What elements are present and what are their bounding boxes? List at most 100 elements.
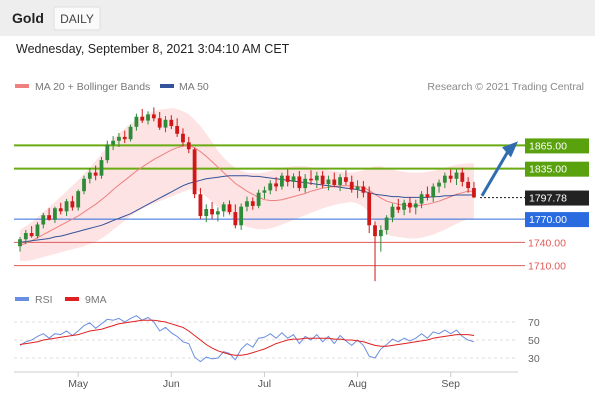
candle	[448, 169, 453, 183]
level-tag-1835.00	[525, 161, 589, 177]
candle-body	[146, 114, 150, 121]
candle	[280, 172, 284, 190]
timeframe-badge[interactable]	[53, 6, 101, 31]
candle	[274, 177, 278, 192]
candle	[355, 180, 360, 199]
candle	[87, 167, 92, 184]
candle-body	[425, 194, 430, 198]
candle-body	[221, 204, 226, 212]
candle	[297, 171, 302, 192]
candle-body	[250, 201, 255, 206]
candle	[472, 181, 476, 199]
candle-body	[239, 206, 244, 226]
rsi-ma-legend-swatch	[65, 297, 79, 301]
candle-body	[262, 190, 267, 193]
ma50-line	[19, 175, 474, 243]
level-label-1835.00: 1835.00	[529, 164, 567, 176]
candle	[227, 200, 232, 215]
candle-body	[291, 176, 296, 182]
candle-body	[245, 201, 249, 207]
candle	[431, 183, 436, 203]
candle-body	[349, 181, 354, 190]
candle-body	[367, 192, 372, 226]
candle	[268, 180, 273, 195]
candle-body	[256, 192, 261, 206]
candle	[338, 174, 342, 192]
bollinger-band	[20, 108, 474, 261]
candle-body	[215, 211, 220, 215]
candle	[82, 175, 86, 195]
forecast-arrow-shaft	[480, 150, 510, 197]
candle-body	[70, 201, 75, 208]
candle-body	[163, 119, 168, 128]
candle	[122, 130, 127, 144]
candle-body	[384, 217, 389, 230]
candle	[285, 169, 290, 187]
x-tick-label-may: May	[68, 378, 89, 390]
candle	[396, 198, 401, 213]
timestamp: Wednesday, September 8, 2021 3:04:10 AM …	[16, 42, 290, 56]
candle-body	[35, 224, 40, 237]
candle	[35, 222, 40, 239]
candle	[384, 215, 389, 235]
candle-body	[268, 183, 273, 191]
ma20-legend-label: MA 20 + Bollinger Bands	[35, 81, 150, 93]
candle-body	[431, 186, 436, 198]
candle	[105, 140, 110, 164]
candle-body	[344, 177, 348, 182]
candle	[29, 226, 34, 238]
level-label-1710.00: 1710.00	[528, 261, 566, 273]
candle	[140, 108, 145, 123]
candle	[58, 202, 63, 215]
credit-label: Research © 2021 Trading Central	[427, 81, 584, 93]
candle	[117, 133, 121, 147]
x-tick-label-jul: Jul	[258, 378, 271, 390]
candle	[361, 181, 366, 198]
candle	[157, 112, 162, 130]
candle	[320, 171, 325, 189]
candle	[151, 107, 156, 122]
candle	[402, 199, 407, 216]
candle-body	[466, 181, 471, 189]
candle	[460, 167, 465, 187]
candle-body	[18, 239, 22, 247]
candle-body	[274, 183, 278, 187]
candle-body	[355, 186, 360, 190]
candle-body	[373, 225, 377, 237]
candle-body	[320, 175, 325, 185]
candle-body	[122, 136, 127, 140]
candle	[215, 207, 220, 222]
candle-body	[140, 116, 145, 121]
level-tag-1770.00	[525, 212, 589, 228]
candle	[146, 111, 150, 125]
candle-body	[361, 186, 366, 193]
candle-body	[303, 178, 308, 189]
candle	[239, 203, 244, 230]
candle	[245, 196, 249, 212]
candle	[192, 147, 197, 199]
rsi-tick-70: 70	[528, 317, 540, 329]
candle-body	[198, 194, 203, 216]
candle	[413, 199, 418, 215]
candle-body	[134, 116, 139, 127]
rsi-pane: 70 50 30	[14, 315, 540, 365]
candle	[53, 206, 57, 223]
candle-body	[413, 203, 418, 208]
rsi-ma-legend-label: 9MA	[85, 294, 107, 306]
candle-body	[460, 172, 465, 182]
rsi-tick-30: 30	[528, 353, 540, 365]
candle-body	[227, 204, 232, 213]
candle	[314, 171, 319, 189]
candle	[233, 204, 238, 229]
candle	[163, 115, 168, 133]
candle	[181, 128, 185, 147]
candle-body	[408, 202, 412, 208]
level-label-1865.00: 1865.00	[529, 140, 567, 152]
rsi-series-9ma	[19, 319, 475, 356]
candle	[198, 188, 203, 220]
candle	[47, 208, 51, 221]
candle	[378, 225, 383, 252]
candle-body	[442, 175, 447, 183]
